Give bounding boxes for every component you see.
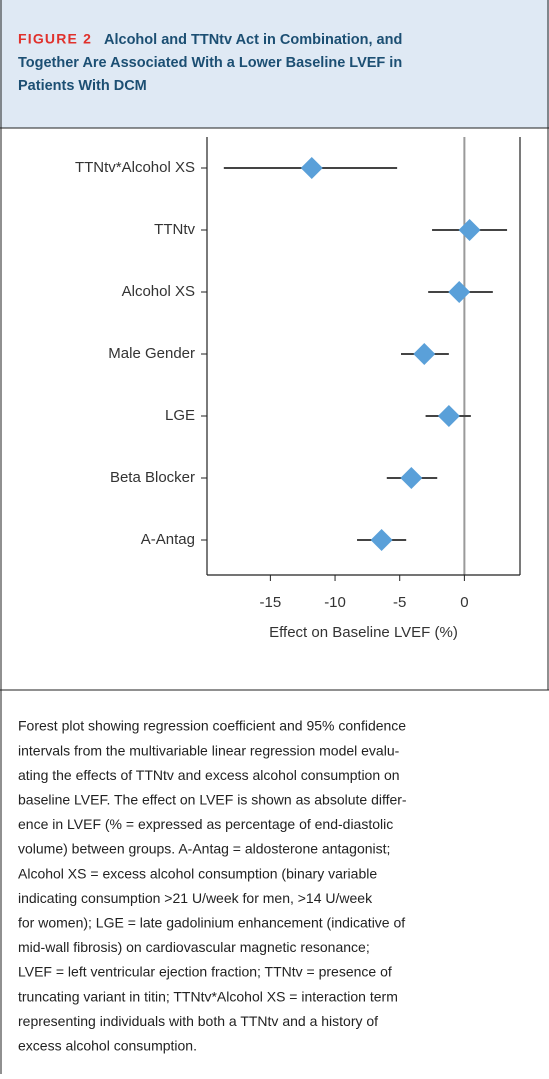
caption-line: ating the effects of TTNtv and excess al… <box>18 767 400 783</box>
estimate-marker <box>400 467 423 489</box>
caption-line: Forest plot showing regression coefficie… <box>18 718 406 734</box>
caption-line: intervals from the multivariable linear … <box>18 742 400 758</box>
header-band <box>0 0 549 128</box>
x-tick-label: 0 <box>460 594 468 611</box>
y-tick-label: LGE <box>165 407 195 424</box>
estimate-marker <box>300 157 323 179</box>
estimate-marker <box>437 405 460 427</box>
caption-line: truncating variant in titin; TTNtv*Alcoh… <box>18 988 398 1004</box>
figure-label: FIGURE 2 <box>18 31 92 47</box>
figure-title: Patients With DCM <box>18 78 147 94</box>
caption-line: representing individuals with both a TTN… <box>18 1013 378 1029</box>
caption-line: mid-wall fibrosis) on cardiovascular mag… <box>18 939 370 955</box>
caption-line: volume) between groups. A-Antag = aldost… <box>18 841 390 857</box>
y-tick-label: TTNtv <box>154 221 195 238</box>
y-tick-label: Male Gender <box>108 345 195 362</box>
figure-title: Alcohol and TTNtv Act in Combination, an… <box>104 32 402 48</box>
x-tick-label: -15 <box>260 594 282 611</box>
x-axis-label: Effect on Baseline LVEF (%) <box>269 624 458 641</box>
caption-line: indicating consumption >21 U/week for me… <box>18 890 373 906</box>
estimate-marker <box>370 529 393 551</box>
y-tick-label: Alcohol XS <box>122 283 195 300</box>
y-tick-label: Beta Blocker <box>110 469 195 486</box>
caption-line: Alcohol XS = excess alcohol consumption … <box>18 865 377 881</box>
estimate-marker <box>413 343 436 365</box>
x-tick-label: -10 <box>324 594 346 611</box>
caption-line: for women); LGE = late gadolinium enhanc… <box>18 915 405 931</box>
caption-line: LVEF = left ventricular ejection fractio… <box>18 964 392 980</box>
x-tick-label: -5 <box>393 594 406 611</box>
estimate-marker <box>458 219 481 241</box>
y-tick-label: A-Antag <box>141 531 195 548</box>
figure-title: Together Are Associated With a Lower Bas… <box>18 55 402 71</box>
caption-line: baseline LVEF. The effect on LVEF is sho… <box>18 792 407 808</box>
estimate-marker <box>448 281 471 303</box>
caption-line: excess alcohol consumption. <box>18 1038 197 1054</box>
y-tick-label: TTNtv*Alcohol XS <box>75 159 195 176</box>
caption-line: ence in LVEF (% = expressed as percentag… <box>18 816 393 832</box>
